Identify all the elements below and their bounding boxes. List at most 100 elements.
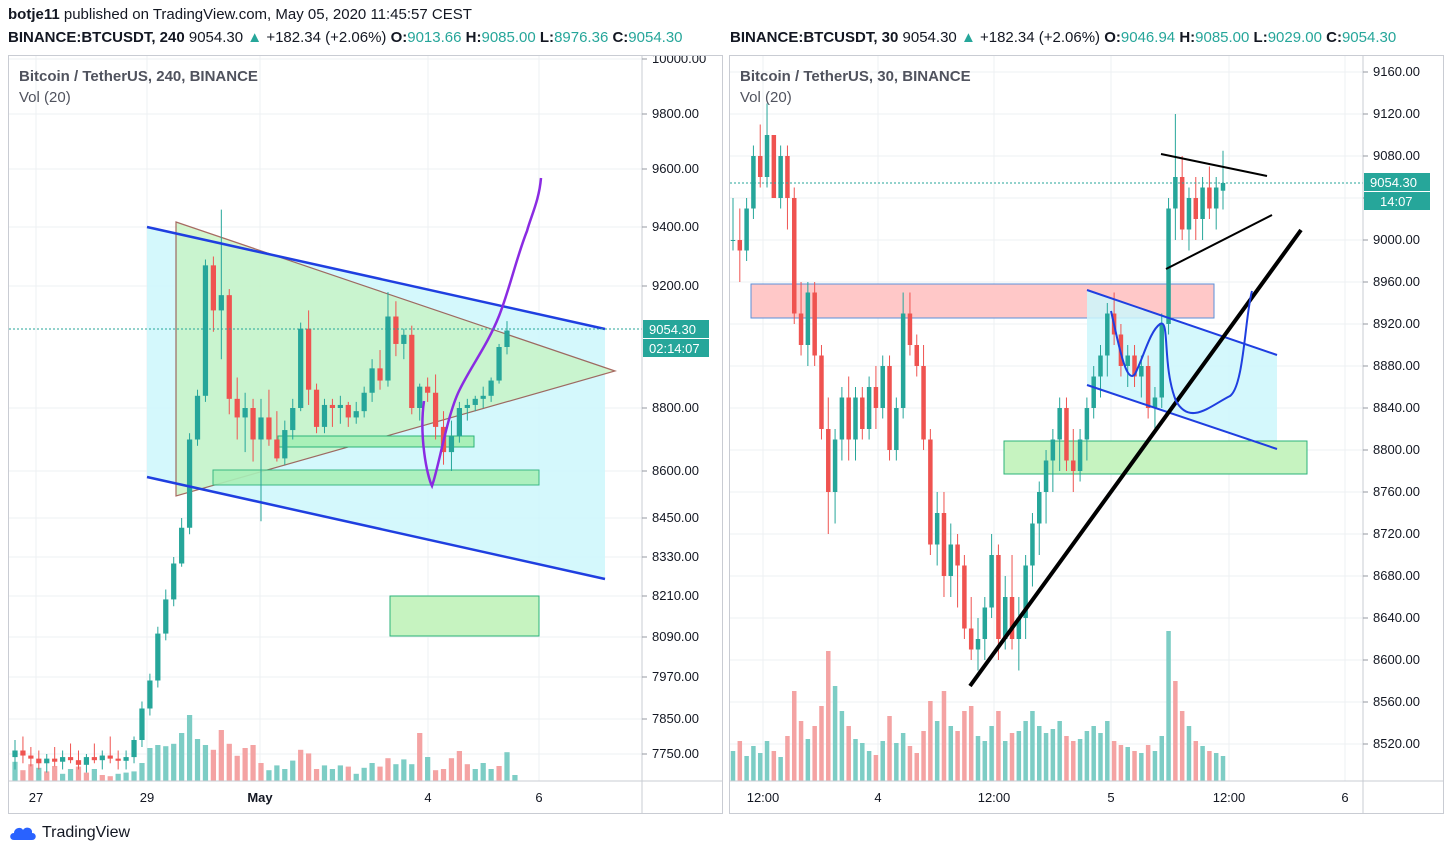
candle-body: [730, 240, 736, 241]
volume-bar: [1152, 751, 1158, 781]
volume-bar: [512, 775, 518, 781]
candle-body: [107, 755, 113, 759]
time-tick-label: May: [247, 790, 273, 805]
candle-body: [1091, 376, 1096, 408]
candle-body: [757, 156, 763, 177]
volume-bar: [131, 771, 137, 781]
volume-bar: [921, 731, 926, 781]
candle-body: [313, 389, 320, 427]
candle-body: [369, 368, 375, 393]
volume-bar: [737, 741, 743, 781]
volume-bar: [210, 749, 217, 781]
candle-body: [1220, 182, 1226, 191]
candle-body: [900, 313, 906, 408]
volume-bar: [1030, 711, 1035, 781]
right-symbol[interactable]: BINANCE:BTCUSDT, 30: [730, 29, 899, 46]
candle-body: [853, 397, 858, 440]
up-arrow-icon: ▲: [247, 29, 263, 46]
price-tick-label: 7850.00: [652, 711, 699, 726]
candle-body: [456, 408, 463, 437]
candle-body: [504, 330, 510, 347]
chart-title-240: Bitcoin / TetherUS, 240, BINANCE: [19, 68, 258, 85]
green-box-mid: [212, 469, 540, 486]
candle-body: [771, 135, 777, 198]
candle-body: [1213, 187, 1219, 209]
chart-30-canvas[interactable]: 9160.009120.009080.009040.009000.008960.…: [730, 56, 1443, 813]
candle-body: [464, 404, 470, 408]
right-o-value: 9046.94: [1120, 29, 1176, 46]
author-name[interactable]: botje11: [8, 6, 60, 23]
candle-body: [1132, 355, 1137, 377]
volume-bar: [504, 752, 510, 781]
volume-bar: [480, 763, 486, 781]
candle-body: [305, 328, 312, 390]
candle-body: [1071, 460, 1076, 471]
volume-bar: [298, 749, 304, 781]
tradingview-logo[interactable]: TradingView: [8, 824, 130, 842]
volume-bar: [900, 733, 906, 781]
black-wedge-top: [1160, 153, 1268, 177]
volume-bar: [928, 701, 933, 781]
volume-bar: [171, 743, 177, 781]
candle-body: [52, 758, 58, 762]
volume-bar: [914, 753, 919, 781]
candle-body: [266, 417, 272, 440]
volume-bar: [826, 651, 831, 781]
volume-bar: [139, 763, 145, 781]
candle-body: [1193, 198, 1199, 219]
volume-bar: [1071, 741, 1076, 781]
price-tick-label: 8600.00: [652, 463, 699, 478]
candle-body: [488, 380, 494, 396]
volume-bar: [1105, 721, 1110, 781]
volume-bar: [155, 745, 161, 781]
triangle-fill: [175, 221, 618, 497]
left-change: +182.34 (+2.06%): [266, 29, 387, 46]
price-tick-label: 9160.00: [1373, 64, 1420, 79]
candle-body: [1023, 565, 1028, 618]
price-tick-label: 9400.00: [652, 219, 699, 234]
volume-bar: [1193, 741, 1199, 781]
price-tick-label: 9000.00: [1373, 232, 1420, 247]
price-tick-label: 8880.00: [1373, 358, 1420, 373]
chart-240-canvas[interactable]: 10000.00 9800.00 9600.00 9400.00 9200.00 8800…: [9, 56, 722, 813]
candle-body: [1173, 177, 1178, 209]
right-h-value: 9085.00: [1195, 29, 1250, 46]
left-symbol[interactable]: BINANCE:BTCUSDT, 240: [8, 29, 185, 46]
right-change: +182.34 (+2.06%): [979, 29, 1101, 46]
countdown-badge: 14:07: [1380, 194, 1413, 209]
volume-bar: [456, 751, 463, 781]
candle-body: [826, 429, 831, 492]
candle-body: [880, 366, 885, 408]
candle-body: [139, 708, 145, 740]
right-o-label: O:: [1104, 29, 1121, 46]
chart-panel-30[interactable]: 9160.009120.009080.009040.009000.008960.…: [729, 55, 1444, 814]
volume-bar: [1179, 711, 1185, 781]
candle-body: [131, 740, 137, 758]
time-axis-240[interactable]: 27 29 May 4 6: [29, 790, 543, 805]
volume-bar: [67, 769, 74, 781]
candle-body: [321, 404, 328, 427]
volume-bar: [955, 731, 960, 781]
candle-body: [887, 366, 892, 450]
candle-body: [934, 513, 940, 545]
volume-bar: [147, 748, 153, 781]
price-axis-30[interactable]: 9160.009120.009080.009040.009000.008960.…: [1363, 64, 1420, 751]
volume-bar: [839, 711, 845, 781]
publish-line: botje11 published on TradingView.com, Ma…: [8, 6, 472, 23]
volume-bar: [819, 706, 824, 781]
candle-body: [1166, 208, 1171, 324]
candle-body: [67, 757, 74, 761]
price-axis-240[interactable]: 10000.00 9800.00 9600.00 9400.00 9200.00 8800…: [642, 56, 706, 761]
price-tick-label: 8800.00: [1373, 442, 1420, 457]
time-axis-30[interactable]: 12:00 4 12:00 5 12:00 6: [747, 790, 1349, 805]
volume-bar: [393, 764, 399, 781]
cloud-icon: [10, 827, 36, 840]
chart-panel-240[interactable]: 10000.00 9800.00 9600.00 9400.00 9200.00 8800…: [8, 55, 723, 814]
candle-body: [401, 334, 407, 344]
volume-bar: [1064, 736, 1069, 781]
countdown-badge: 02:14:07: [649, 341, 700, 356]
volume-bar: [846, 726, 851, 781]
volume-bar: [1186, 726, 1192, 781]
candle-body: [962, 565, 967, 629]
candle-body: [1139, 366, 1144, 377]
